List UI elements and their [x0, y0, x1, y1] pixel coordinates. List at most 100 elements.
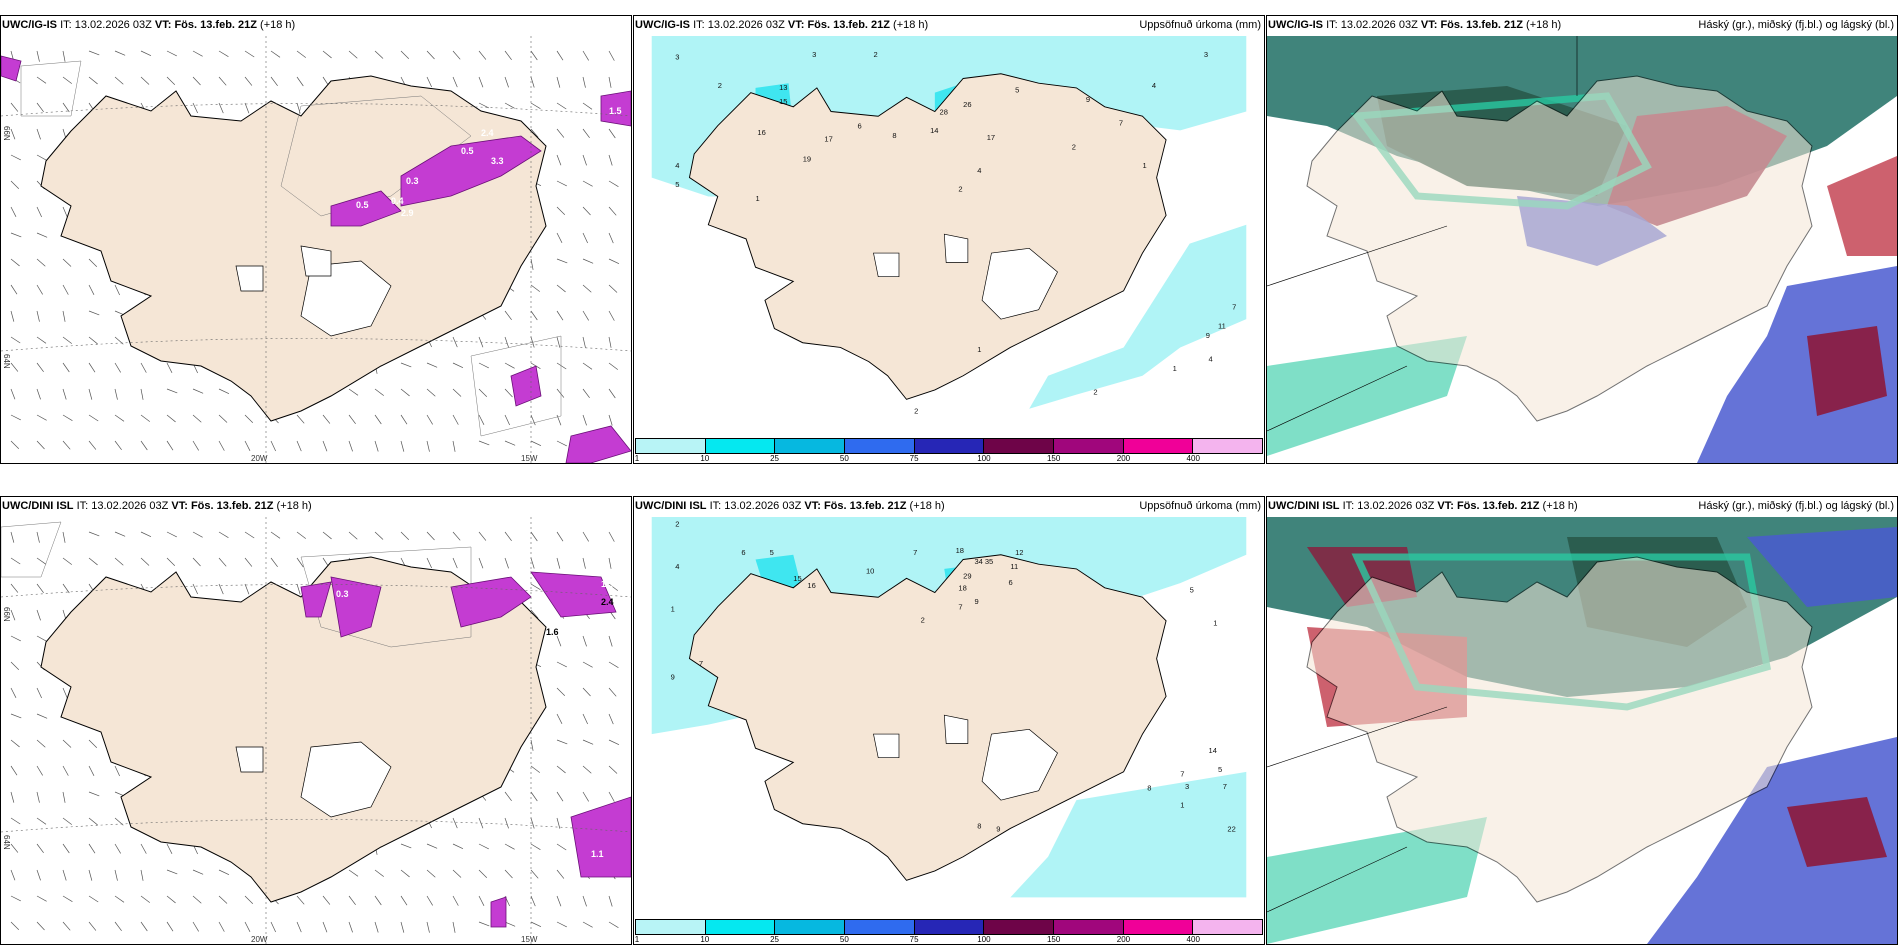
panel-top-wind: UWC/IG-IS IT: 13.02.2026 03Z VT: Fös. 13… [0, 15, 632, 464]
wind-barb [452, 817, 458, 829]
wind-barb [166, 362, 173, 373]
wind-barb [556, 687, 566, 697]
wind-barb [452, 50, 461, 60]
wind-barb [36, 128, 41, 140]
colorbar-cell [1123, 920, 1194, 934]
wind-barb [192, 531, 203, 538]
wind-barb [608, 232, 614, 244]
wind-barb [582, 765, 592, 774]
wind-barb [348, 895, 356, 905]
wind-barb [36, 791, 40, 803]
wind-barb [62, 284, 69, 295]
precip-value: 9 [996, 824, 1000, 833]
wind-barb [556, 258, 568, 264]
wind-barb [114, 284, 120, 296]
wind-barb [114, 765, 120, 777]
wind-barb [296, 50, 306, 58]
wind-barb [478, 895, 485, 906]
wind-barb [36, 869, 41, 881]
wind-barb [478, 557, 484, 569]
wind-barb [10, 557, 21, 565]
precip-value: 17 [824, 135, 832, 144]
wind-barb [36, 336, 47, 344]
precip-value: 2 [718, 81, 722, 90]
wind-barb [556, 661, 567, 668]
wind-barb [140, 50, 152, 56]
wind-barb [10, 817, 21, 825]
colorbar-tick: 25 [770, 935, 779, 944]
wind-barb [582, 232, 588, 244]
panel-top-clouds: UWC/IG-IS IT: 13.02.2026 03Z VT: Fös. 13… [1266, 15, 1898, 464]
precip-value: 7 [1223, 782, 1227, 791]
wind-barb [88, 388, 93, 400]
snow-label: 0.3 [336, 589, 349, 599]
colorbar-tick: 400 [1186, 935, 1200, 944]
wind-barb [504, 817, 509, 829]
wind-barb [478, 440, 490, 446]
wind-barb [36, 531, 40, 543]
precip-value: 1 [756, 194, 760, 203]
wind-barb [582, 713, 588, 725]
precip-value: 2 [675, 519, 679, 528]
wind-barb [400, 388, 410, 397]
panel-bottom-clouds: UWC/DINI ISL IT: 13.02.2026 03Z VT: Fös.… [1266, 496, 1898, 945]
wind-barb [114, 76, 124, 85]
wind-barb [504, 921, 516, 927]
wind-barb [608, 687, 617, 697]
wind-barb [582, 791, 589, 802]
wind-barb [556, 895, 562, 907]
wind-barb [140, 440, 148, 451]
wind-barb [322, 50, 332, 59]
wind-barb [10, 310, 15, 322]
wind-barb [88, 336, 98, 345]
wind-barb [88, 765, 95, 776]
wind-barb [504, 388, 513, 398]
wind-barb [10, 687, 17, 698]
wind-barb [88, 791, 100, 797]
wind-barb [478, 414, 485, 425]
wind-barb [530, 609, 539, 619]
snow-label: 0.5 [356, 200, 369, 210]
precip-value: 1 [671, 604, 675, 613]
wind-barb [530, 869, 539, 879]
wind-barb [452, 557, 458, 569]
wind-barb [374, 440, 379, 452]
wind-barb [374, 869, 384, 877]
colorbar-tick: 75 [909, 935, 919, 944]
wind-barb [36, 713, 48, 719]
wind-barb [88, 739, 98, 749]
wind-barb [218, 388, 230, 394]
wind-barb [582, 635, 587, 647]
wind-barb [608, 921, 619, 928]
wind-barb [140, 869, 144, 881]
wind-barb [556, 921, 567, 928]
snow-label: 3.3 [491, 156, 504, 166]
wind-barb [556, 869, 565, 879]
wind-barb [504, 791, 512, 801]
wind-barb [114, 531, 126, 537]
wind-barb [36, 557, 47, 565]
wind-barb [166, 531, 177, 538]
wind-barb [608, 154, 613, 166]
wind-barb [582, 661, 593, 668]
panel-title: Uppsöfnuð úrkoma (mm) [1139, 500, 1261, 512]
wind-barb [556, 635, 562, 647]
wind-barb [114, 414, 125, 422]
wind-barb [218, 102, 224, 114]
wind-barb [36, 843, 44, 853]
wind-barb [582, 102, 593, 110]
wind-barb [608, 206, 617, 216]
wind-barb [88, 895, 99, 903]
wind-barb [582, 362, 593, 370]
wind-barb [62, 583, 70, 594]
wind-barb [166, 50, 177, 57]
precip-value: 9 [1206, 331, 1210, 340]
wind-barb [218, 531, 229, 538]
wind-barb [400, 414, 408, 425]
wind-barb [10, 895, 21, 902]
wind-barb [36, 609, 41, 621]
wind-barb [452, 76, 458, 88]
wind-barb [10, 362, 19, 372]
cloud-map [1267, 517, 1897, 944]
wind-barb [530, 739, 534, 751]
